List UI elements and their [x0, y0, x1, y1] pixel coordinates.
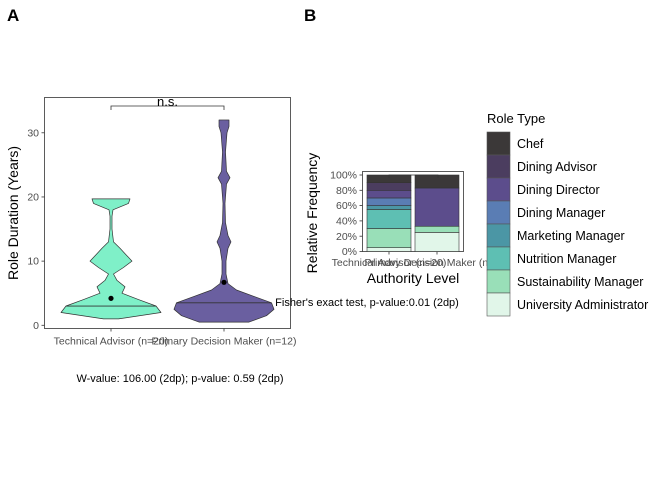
legend-swatch: [486, 154, 511, 179]
legend-swatch: [486, 246, 511, 271]
panel-b-y-tick-label: 40%: [336, 216, 357, 228]
panel-a-violin-chart: 0 10 20 30 Technical Advisor (n=20)Primary …: [5, 94, 297, 385]
panel-b-y-tick-label: 100%: [330, 170, 357, 182]
bar-segment-marketing-manager: [366, 205, 412, 210]
legend-item-marketing-manager: Marketing Manager: [486, 223, 625, 248]
violin-mean-point: [108, 295, 114, 301]
legend-swatch: [486, 269, 511, 294]
panel-b-bars: [366, 174, 460, 252]
legend-swatch: [486, 223, 511, 248]
panel-a-y-tick-label: 0: [33, 320, 39, 332]
panel-b-comparison-bracket: [388, 174, 439, 178]
legend-label: Dining Advisor: [517, 160, 597, 174]
panel-b-x-axis-title: Authority Level: [367, 270, 460, 286]
bar-segment-sustainability-manager: [414, 225, 460, 233]
legend-title: Role Type: [487, 111, 545, 126]
legend-item-dining-manager: Dining Manager: [486, 200, 605, 225]
panel-b-y-tick-label: 20%: [336, 231, 357, 243]
panel-a-letter: A: [7, 6, 19, 25]
panel-a-y-axis-title: Role Duration (Years): [5, 146, 21, 280]
panel-a-significance-label: n.s.: [157, 94, 178, 109]
legend-swatch: [486, 292, 511, 317]
legend-swatch: [486, 177, 511, 202]
panel-b-y-axis: 0% 20% 40% 60% 80% 100%: [330, 170, 363, 258]
panel-a-y-axis: 0 10 20 30: [27, 127, 45, 332]
panel-b-x-tick-label: Primary Decision Maker (n=12): [364, 257, 509, 269]
panel-a-significance-bracket: n.s.: [110, 94, 225, 110]
bar-segment-university-administrator: [414, 232, 460, 252]
panel-a-caption: W-value: 106.00 (2dp); p-value: 0.59 (2d…: [76, 373, 283, 385]
legend-item-university-administrator: University Administrator: [486, 292, 648, 317]
panel-b-y-tick-label: 80%: [336, 185, 357, 197]
legend-item-sustainability-manager: Sustainability Manager: [486, 269, 643, 294]
legend-label: Dining Director: [517, 183, 600, 197]
panel-b-stacked-bar-chart: 0% 20% 40% 60% 80% 100% Technical Advisor (n=…: [275, 153, 509, 309]
panel-a-y-tick-label: 20: [27, 192, 39, 204]
bar-segment-dining-director: [414, 187, 460, 227]
violin-primary-decision-maker: [173, 119, 275, 323]
panel-b-caption: Fisher's exact test, p-value:0.01 (2dp): [275, 297, 459, 309]
panel-a-x-tick-label: Technical Advisor (n=20): [54, 336, 169, 348]
legend-label: Marketing Manager: [517, 229, 625, 243]
bar-segment-dining-manager: [366, 197, 412, 206]
legend-label: Sustainability Manager: [517, 275, 643, 289]
bar-segment-chef: [414, 174, 460, 189]
bar-segment-dining-director: [366, 190, 412, 199]
panel-a-violins: [60, 119, 275, 323]
panel-b-x-axis: Technical Advisor (n=20)Primary Decision…: [332, 251, 510, 269]
legend-item-dining-director: Dining Director: [486, 177, 600, 202]
panel-b-x-tick-label: Technical Advisor (n=20): [332, 257, 447, 269]
panel-a-plot-border: [44, 97, 291, 329]
legend-label: Chef: [517, 137, 544, 151]
bar-segment-nutrition-manager: [366, 209, 412, 229]
panel-a-y-tick-label: 30: [27, 127, 39, 139]
legend-label: Dining Manager: [517, 206, 605, 220]
panel-b-letter: B: [304, 6, 316, 25]
panel-a-x-axis: Technical Advisor (n=20)Primary Decision…: [54, 328, 297, 348]
violin-technical-advisor: [60, 198, 162, 320]
legend-swatch: [486, 131, 511, 156]
legend-label: University Administrator: [517, 298, 648, 312]
legend-items: Chef Dining Advisor Dining Director Dining …: [486, 131, 648, 317]
legend-item-dining-advisor: Dining Advisor: [486, 154, 597, 179]
panel-b-y-axis-title: Relative Frequency: [304, 153, 320, 274]
bar-segment-university-administrator: [366, 247, 412, 252]
panel-a-y-tick-label: 10: [27, 256, 39, 268]
panel-b-y-tick-label: 0%: [342, 246, 357, 258]
violin-mean-point: [221, 279, 227, 285]
legend-item-chef: Chef: [486, 131, 544, 156]
role-type-legend: Role Type Chef Dining Advisor Dining Direc…: [486, 111, 648, 317]
legend-swatch: [486, 200, 511, 225]
legend-item-nutrition-manager: Nutrition Manager: [486, 246, 616, 271]
bar-segment-dining-advisor: [366, 182, 412, 191]
legend-label: Nutrition Manager: [517, 252, 616, 266]
panel-a-x-tick-label: Primary Decision Maker (n=12): [151, 336, 296, 348]
panel-b-y-tick-label: 60%: [336, 200, 357, 212]
bar-segment-sustainability-manager: [366, 228, 412, 248]
